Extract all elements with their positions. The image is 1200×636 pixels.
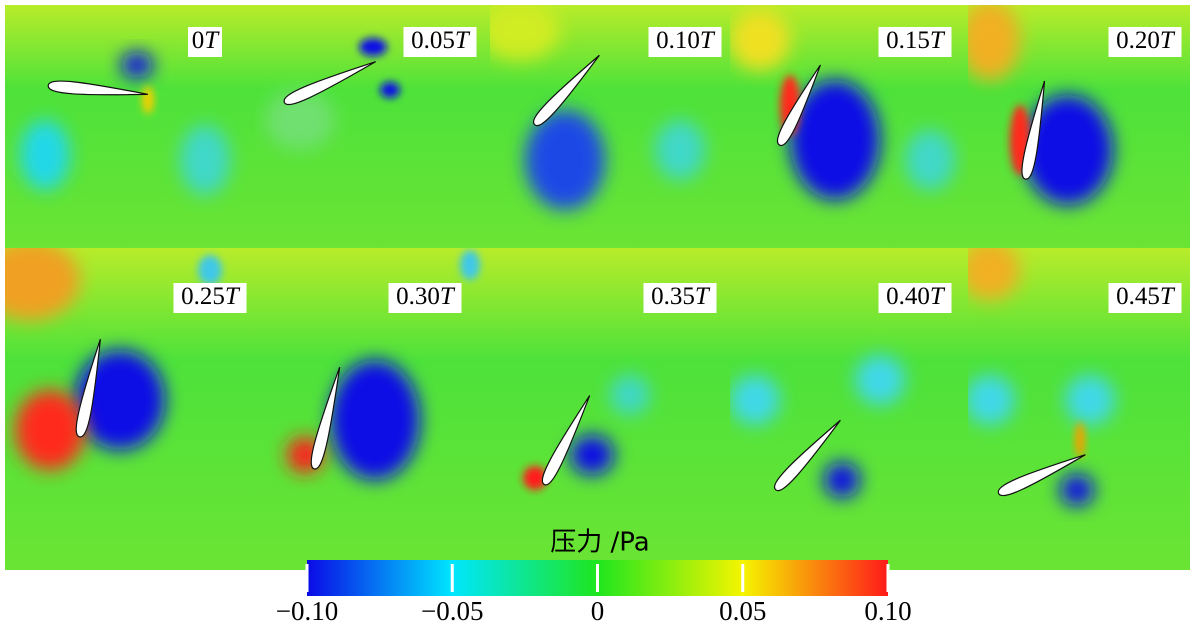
airfoil xyxy=(75,338,101,438)
panel-label: 0.35T xyxy=(651,283,711,310)
pressure-region xyxy=(20,120,70,190)
panel-label: 0.15T xyxy=(886,27,946,54)
colorbar-title: 压力 /Pa xyxy=(550,528,649,558)
contour xyxy=(255,5,490,248)
pressure-region xyxy=(490,5,560,60)
colorbar-tick-label: 0.10 xyxy=(864,596,911,626)
contour xyxy=(968,248,1190,570)
pressure-region xyxy=(1065,375,1115,425)
colorbar-tick-label: −0.10 xyxy=(276,596,338,626)
panel: 0T xyxy=(5,5,255,248)
panel: 0.35T xyxy=(490,248,730,570)
airfoil xyxy=(310,366,341,470)
pressure-region xyxy=(15,390,85,470)
pressure-region xyxy=(1060,474,1094,506)
label-background xyxy=(403,27,477,57)
panel-label: 0.20T xyxy=(1116,27,1176,54)
pressure-region xyxy=(265,90,335,150)
pressure-region xyxy=(330,360,420,480)
label-background xyxy=(648,27,722,57)
colorbar-tick-label: 0.05 xyxy=(719,596,766,626)
pressure-region xyxy=(968,5,1020,80)
panel: 0.45T xyxy=(968,248,1190,570)
airfoil xyxy=(1021,80,1046,180)
pressure-region xyxy=(75,350,165,450)
colorbar-tick-label: 0 xyxy=(591,596,605,626)
airfoil xyxy=(47,80,148,96)
panel: 0.10T xyxy=(490,5,730,248)
pressure-region xyxy=(655,120,705,180)
panel: 0.25T xyxy=(5,248,255,570)
label-background xyxy=(878,283,952,313)
airfoil xyxy=(532,54,600,127)
pressure-region xyxy=(121,52,153,78)
panel-label: 0.05T xyxy=(411,27,471,54)
colorbar-tick-label: −0.05 xyxy=(421,596,483,626)
contour xyxy=(255,248,490,570)
airfoil xyxy=(773,419,841,492)
pressure-region xyxy=(610,375,650,415)
panel: 0.05T xyxy=(255,5,490,248)
airfoil xyxy=(283,61,376,106)
pressure-region xyxy=(1075,422,1085,458)
pressure-region xyxy=(905,130,955,190)
colorbar: 压力 /Pa −0.10 −0.05 0 0.05 0.10 xyxy=(276,528,912,627)
contour-panels: 0T 0.05T 0.10T 0.15T 0.20T 0.25T 0.30T 0.35T 0.4… xyxy=(5,5,1190,570)
pressure-region xyxy=(460,250,480,280)
pressure-region xyxy=(142,86,154,114)
contour xyxy=(5,248,255,570)
pressure-region xyxy=(570,435,614,475)
label-background xyxy=(388,283,462,313)
pressure-region xyxy=(1023,95,1113,205)
panel-label: 0.25T xyxy=(181,283,241,310)
airfoil xyxy=(997,454,1086,497)
pressure-region xyxy=(730,375,780,425)
label-background xyxy=(643,283,717,313)
panel: 0.20T xyxy=(968,5,1190,248)
pressure-region xyxy=(380,82,400,98)
pressure-region xyxy=(790,80,880,200)
pressure-region xyxy=(968,248,1020,300)
panel-label: 0.30T xyxy=(396,283,456,310)
pressure-region xyxy=(5,248,80,320)
panel-label: 0T xyxy=(192,27,221,54)
label-background xyxy=(878,27,952,57)
panel: 0.30T xyxy=(255,248,490,570)
pressure-region xyxy=(730,10,790,70)
panel: 0.15T xyxy=(730,5,968,248)
panel-label: 0.40T xyxy=(886,283,946,310)
panel-label: 0.10T xyxy=(656,27,716,54)
pressure-region xyxy=(824,462,860,498)
label-background xyxy=(188,27,222,57)
pressure-region xyxy=(968,375,1015,425)
panel-label: 0.45T xyxy=(1116,283,1176,310)
pressure-region xyxy=(198,255,222,285)
pressure-region xyxy=(180,125,230,195)
label-background xyxy=(173,283,247,313)
airfoil xyxy=(541,395,591,486)
pressure-region xyxy=(523,466,547,490)
label-background xyxy=(1108,283,1182,313)
contour xyxy=(968,5,1190,248)
label-background xyxy=(1108,27,1182,57)
airfoil xyxy=(776,64,821,146)
panel: 0.40T xyxy=(730,248,968,570)
pressure-region xyxy=(359,38,387,56)
pressure-region xyxy=(855,355,905,405)
pressure-region xyxy=(525,110,605,210)
